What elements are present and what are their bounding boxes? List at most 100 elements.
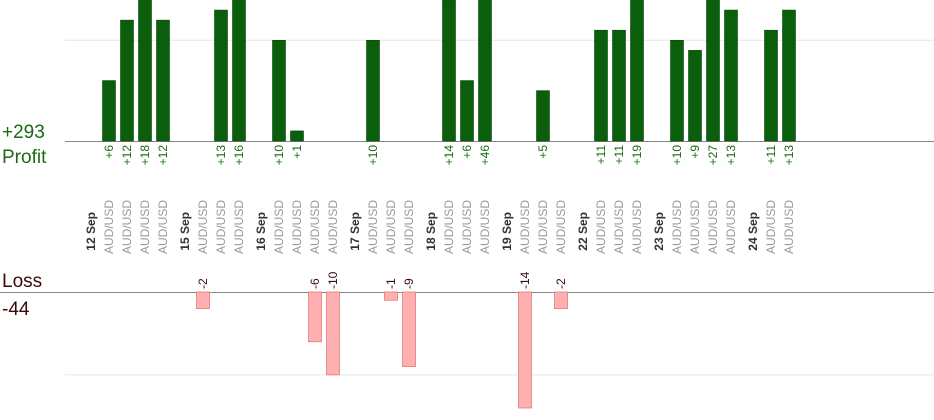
- profit-bar: [460, 80, 474, 142]
- profit-bar: [630, 0, 644, 142]
- profit-value-label: +10: [272, 145, 286, 166]
- profit-bar: [366, 39, 380, 142]
- profit-bar: [102, 80, 116, 142]
- loss-total: -44: [2, 299, 30, 320]
- profit-bar: [272, 39, 286, 142]
- profit-bars: [102, 0, 796, 142]
- profit-bar: [290, 130, 304, 142]
- pair-label: AUD/USD: [706, 200, 720, 254]
- pair-label: AUD/USD: [688, 200, 702, 254]
- profit-bar: [688, 50, 702, 142]
- pair-label: AUD/USD: [724, 200, 738, 254]
- pair-label: AUD/USD: [782, 200, 796, 254]
- pair-label: AUD/USD: [366, 200, 380, 254]
- pair-label: AUD/USD: [442, 200, 456, 254]
- profit-value-label: +14: [442, 145, 456, 166]
- loss-value-label: -1: [384, 278, 398, 289]
- date-label: 15 Sep: [178, 212, 192, 251]
- profit-value-label: +11: [612, 145, 626, 165]
- pair-label: AUD/USD: [460, 200, 474, 254]
- profit-bar: [156, 19, 170, 142]
- profit-bar: [232, 0, 246, 142]
- profit-value-label: +19: [630, 145, 644, 166]
- profit-value-label: +10: [366, 145, 380, 166]
- date-label: 17 Sep: [348, 212, 362, 251]
- profit-value-label: +13: [724, 145, 738, 166]
- loss-bar: [518, 291, 532, 409]
- pair-label: AUD/USD: [612, 200, 626, 254]
- profit-bar: [442, 0, 456, 142]
- pair-label: AUD/USD: [308, 200, 322, 254]
- profit-bar: [138, 0, 152, 142]
- date-label: 19 Sep: [500, 212, 514, 251]
- profit-value-label: +5: [536, 145, 550, 159]
- loss-value-label: -2: [196, 278, 210, 289]
- pair-label: AUD/USD: [120, 200, 134, 254]
- date-label: 12 Sep: [84, 212, 98, 251]
- profit-total: +293: [2, 122, 45, 143]
- profit-label: Profit: [2, 147, 47, 168]
- loss-value-label: -14: [518, 271, 532, 289]
- profit-bar: [724, 9, 738, 142]
- profit-bar: [478, 0, 492, 142]
- profit-value-label: +18: [138, 145, 152, 166]
- pair-label: AUD/USD: [326, 200, 340, 254]
- pair-label: AUD/USD: [156, 200, 170, 254]
- pair-label: AUD/USD: [290, 200, 304, 254]
- profit-bar: [214, 9, 228, 142]
- profit-value-label: +6: [102, 145, 116, 159]
- pair-label: AUD/USD: [102, 200, 116, 254]
- date-label: 16 Sep: [254, 212, 268, 251]
- profit-bar: [612, 29, 626, 142]
- profit-bar: [594, 29, 608, 142]
- loss-bar: [402, 291, 416, 367]
- loss-bar: [326, 291, 340, 376]
- pair-label: AUD/USD: [594, 200, 608, 254]
- pair-label: AUD/USD: [478, 200, 492, 254]
- profit-value-label: +12: [156, 145, 170, 166]
- profit-bar: [120, 19, 134, 142]
- pair-label: AUD/USD: [554, 200, 568, 254]
- profit-value-label: +9: [688, 145, 702, 159]
- pair-label: AUD/USD: [384, 200, 398, 254]
- profit-bar: [782, 9, 796, 142]
- date-label: 23 Sep: [652, 212, 666, 251]
- profit-bar: [670, 39, 684, 142]
- profit-bar: [764, 29, 778, 142]
- loss-value-label: -10: [326, 271, 340, 289]
- loss-bars: [196, 291, 568, 409]
- value-labels: +6 +12 +18 +12 -2 +13 +16 +10 +1 -6 -10 +10 -1 -9 +14 +…: [102, 145, 796, 289]
- profit-value-label: +11: [594, 145, 608, 165]
- loss-bar: [384, 291, 398, 301]
- profit-value-label: +16: [232, 145, 246, 166]
- loss-value-label: -2: [554, 278, 568, 289]
- loss-bar: [308, 291, 322, 343]
- date-label: 22 Sep: [576, 212, 590, 251]
- profit-value-label: +46: [478, 145, 492, 166]
- pair-label: AUD/USD: [232, 200, 246, 254]
- pair-label: AUD/USD: [670, 200, 684, 254]
- profit-value-label: +13: [214, 145, 228, 166]
- date-label: 24 Sep: [746, 212, 760, 251]
- loss-value-label: -6: [308, 278, 322, 289]
- pair-label: AUD/USD: [518, 200, 532, 254]
- pair-label: AUD/USD: [138, 200, 152, 254]
- profit-value-label: +1: [290, 145, 304, 159]
- loss-label: Loss: [2, 271, 42, 292]
- profit-bar: [536, 90, 550, 142]
- profit-value-label: +27: [706, 145, 720, 166]
- profit-value-label: +13: [782, 145, 796, 166]
- pair-label: AUD/USD: [196, 200, 210, 254]
- pair-label: AUD/USD: [272, 200, 286, 254]
- profit-value-label: +12: [120, 145, 134, 166]
- profit-value-label: +6: [460, 145, 474, 159]
- pair-label: AUD/USD: [630, 200, 644, 254]
- pair-label: AUD/USD: [214, 200, 228, 254]
- loss-bar: [554, 291, 568, 309]
- profit-bar: [706, 0, 720, 142]
- pair-label: AUD/USD: [402, 200, 416, 254]
- category-labels: 12 Sep AUD/USD AUD/USD AUD/USD AUD/USD 15 Sep…: [84, 200, 796, 254]
- pair-label: AUD/USD: [536, 200, 550, 254]
